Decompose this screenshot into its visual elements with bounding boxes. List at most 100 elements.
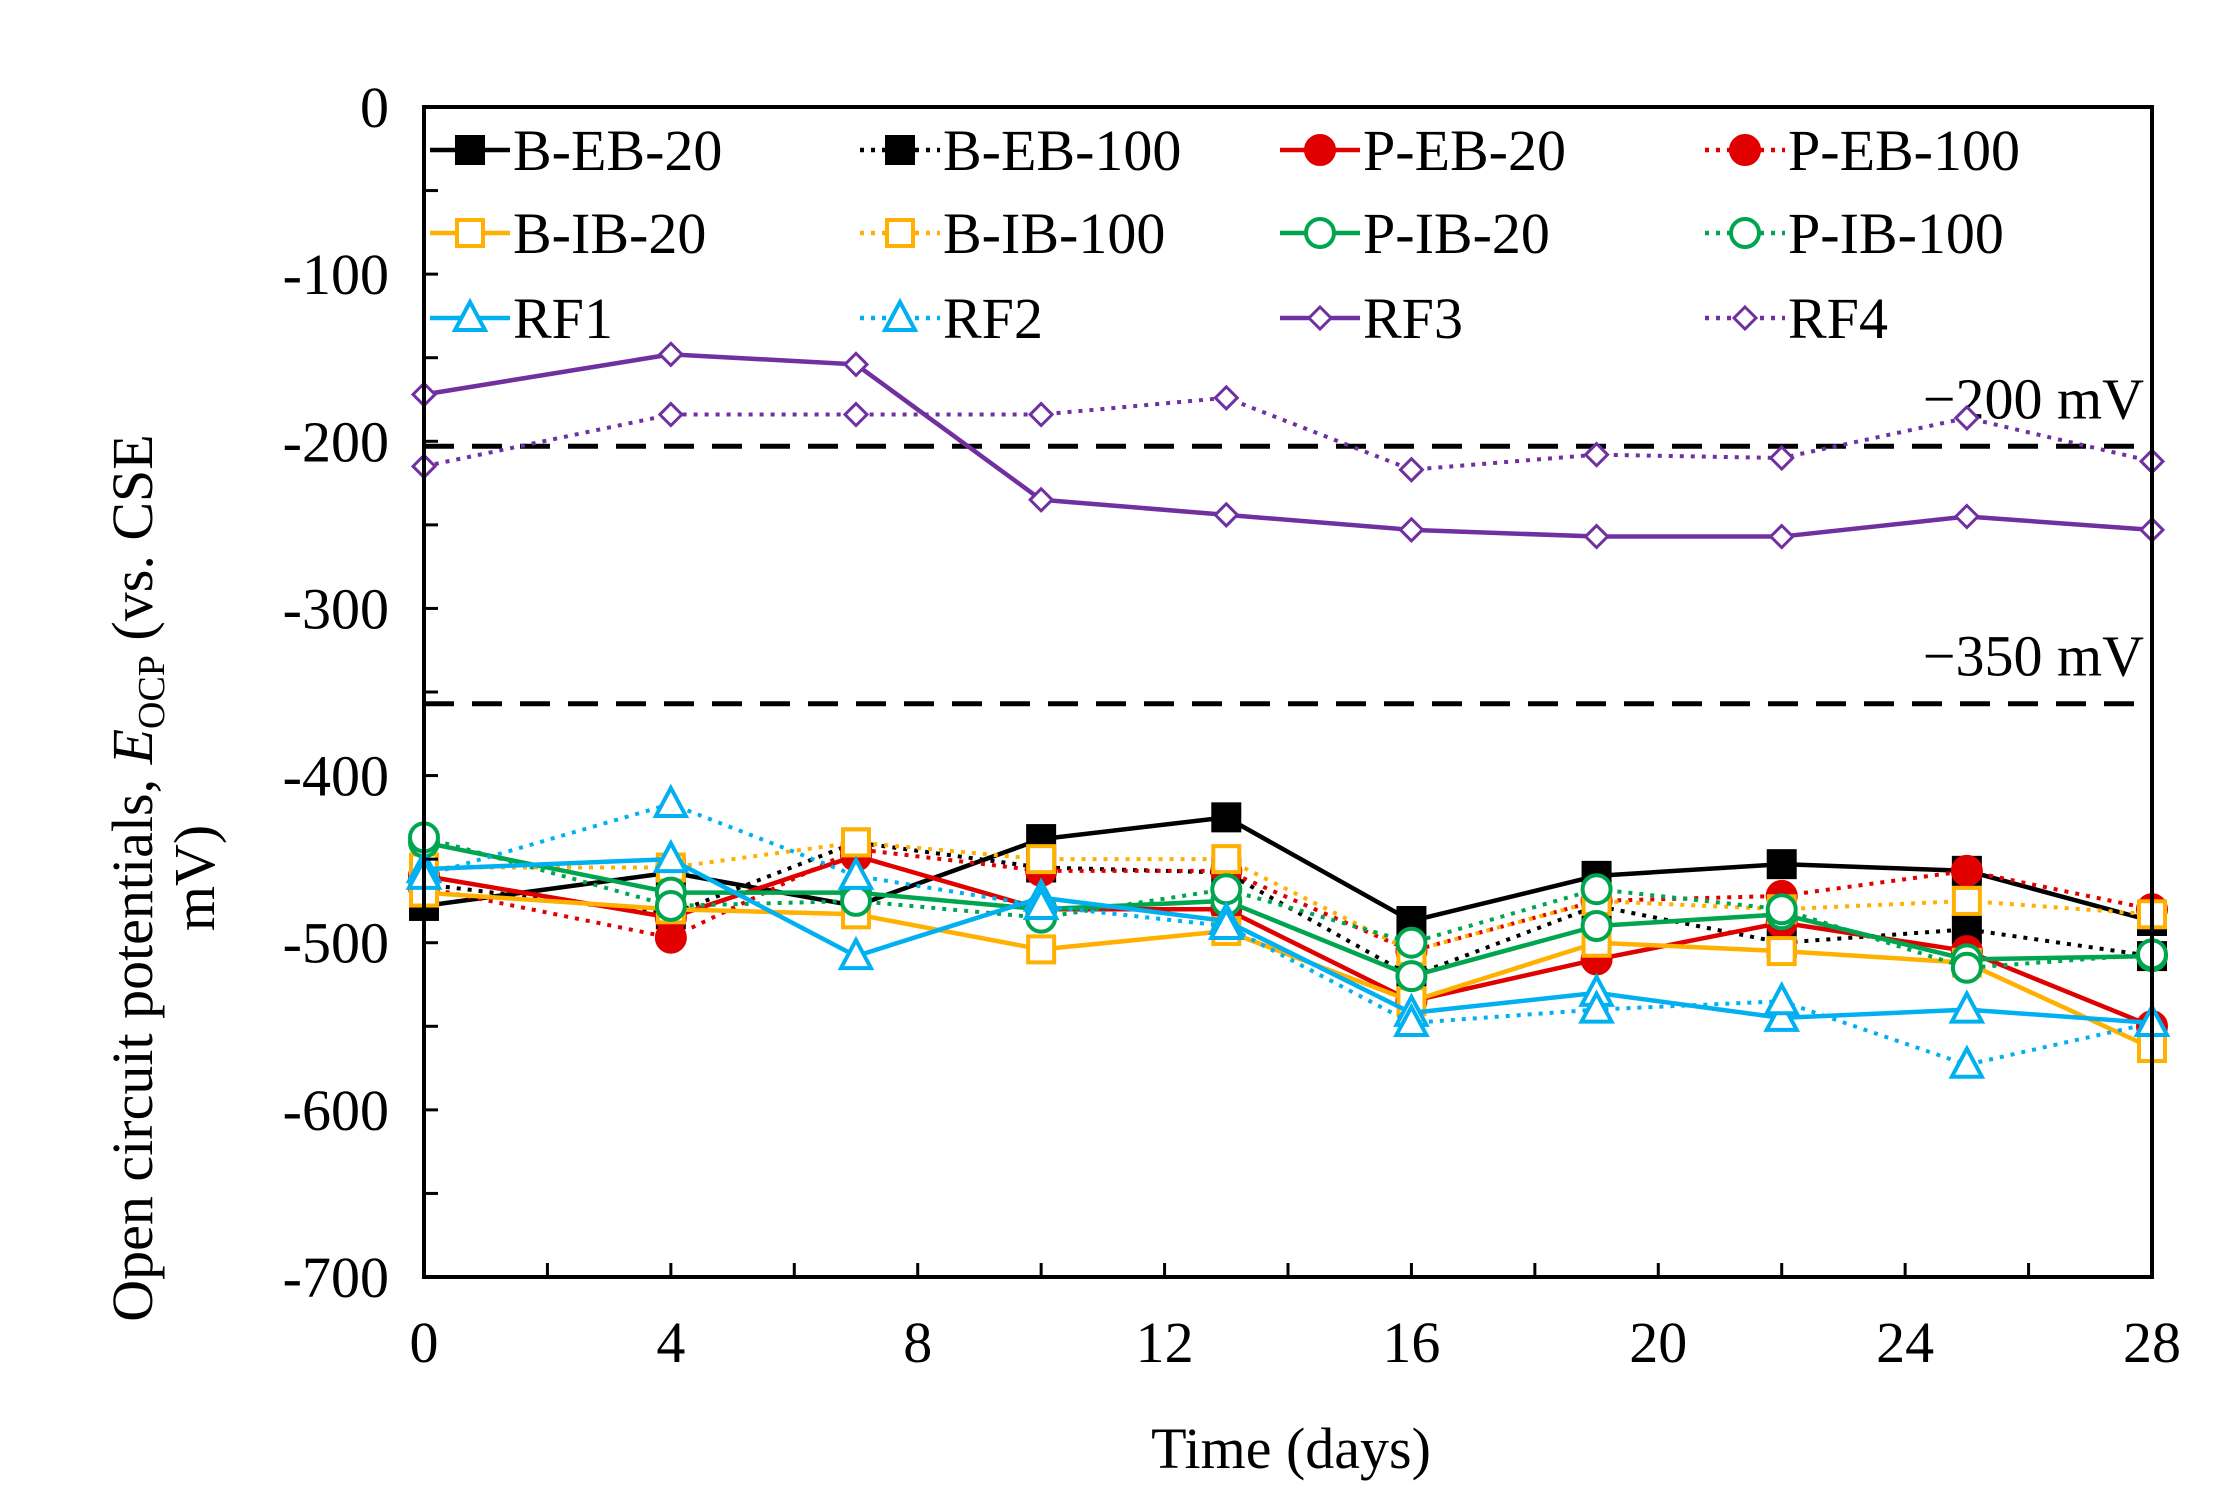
legend-label: B-IB-20 <box>513 201 706 266</box>
data-point <box>1580 873 1613 906</box>
data-point <box>1763 997 1801 1032</box>
legend-marker <box>1304 217 1336 249</box>
data-point <box>1763 980 1801 1016</box>
data-point <box>1207 905 1245 940</box>
legend: B-EB-20 B-EB-100 P-EB-20 P-EB-100 B-IB-20 B-I… <box>430 118 2020 351</box>
data-point <box>652 783 690 818</box>
y-tick-label: -300 <box>283 576 389 641</box>
x-tick-label: 16 <box>1382 1310 1440 1375</box>
x-tick-label: 12 <box>1136 1310 1194 1375</box>
data-point <box>1028 486 1055 513</box>
data-point <box>1213 384 1240 411</box>
data-point <box>1026 844 1057 875</box>
data-point <box>1953 404 1980 432</box>
data-point <box>1210 873 1243 906</box>
svg-text:Open circuit potentials, EOCP: Open circuit potentials, EOCP (vs. CSE <box>100 434 173 1321</box>
data-point <box>1583 523 1610 550</box>
data-point <box>1583 441 1610 468</box>
series-line <box>423 815 2153 924</box>
data-point <box>1022 885 1060 920</box>
data-point <box>1950 854 1983 887</box>
legend-item-b-ib-20: B-IB-20 <box>430 201 706 266</box>
series-rf3 <box>410 341 2166 550</box>
x-tick-label: 4 <box>656 1310 685 1375</box>
legend-item-rf3: RF3 <box>1280 286 1463 351</box>
data-point <box>1950 951 1983 984</box>
y-axis-label-suffix: (vs. CSE <box>100 434 165 655</box>
legend-item-rf2: RF2 <box>860 286 1043 351</box>
data-point <box>1398 456 1425 483</box>
data-point <box>657 401 684 428</box>
legend-item-p-ib-20: P-IB-20 <box>1280 201 1550 266</box>
data-point <box>1768 523 1795 550</box>
legend-marker <box>885 218 915 248</box>
data-point <box>1578 989 1615 1024</box>
series-line <box>423 840 2153 979</box>
x-tick-label: 28 <box>2123 1310 2181 1375</box>
data-point <box>1398 516 1425 543</box>
legend-marker <box>1731 304 1759 332</box>
data-point <box>1766 849 1797 880</box>
legend-item-b-ib-100: B-IB-100 <box>860 201 1165 266</box>
x-tick-label: 8 <box>903 1310 932 1375</box>
series-line <box>423 395 2153 472</box>
data-point <box>1395 926 1428 959</box>
data-point <box>1953 503 1980 530</box>
data-point <box>837 855 875 890</box>
legend-label: RF2 <box>943 286 1043 351</box>
legend-item-b-eb-20: B-EB-20 <box>430 118 722 183</box>
series-rf2 <box>405 783 2171 1079</box>
plot-frame <box>422 105 2154 1279</box>
y-axis-label-subscript: OCP <box>131 655 173 729</box>
legend-item-p-ib-100: P-IB-100 <box>1705 201 2004 266</box>
legend-item-p-eb-100: P-EB-100 <box>1705 118 2020 183</box>
y-tick-label: -700 <box>283 1245 389 1310</box>
data-point <box>1580 910 1613 942</box>
legend-marker <box>455 218 485 248</box>
data-point <box>1026 934 1057 965</box>
data-point <box>837 935 875 971</box>
y-tick-label: -400 <box>283 744 389 809</box>
y-tick-label: -600 <box>283 1078 389 1143</box>
reference-line-label: −350 mV <box>1923 624 2144 689</box>
reference-lines: −200 mV −350 mV <box>424 366 2152 707</box>
data-point <box>1211 802 1242 833</box>
data-point <box>1028 401 1055 428</box>
data-point <box>1765 893 1798 926</box>
series-rf4 <box>410 384 2166 483</box>
legend-label: P-EB-100 <box>1788 118 2020 183</box>
series-lines <box>405 341 2171 1079</box>
axes: 0 4 8 12 16 20 24 28 0 -100 -200 -300 -400 -500 -600 -7… <box>283 75 2181 1375</box>
data-point <box>1948 989 1986 1024</box>
data-point <box>1211 844 1242 875</box>
legend-marker <box>885 135 915 165</box>
legend-marker <box>451 297 489 332</box>
legend-label: RF3 <box>1363 286 1463 351</box>
legend-label: B-IB-100 <box>943 201 1165 266</box>
series-line <box>423 856 2153 1026</box>
data-point <box>842 351 870 378</box>
legend-marker <box>455 135 485 165</box>
y-axis-label-line2: mV) <box>162 825 227 931</box>
legend-item-rf4: RF4 <box>1705 286 1888 351</box>
legend-label: P-IB-20 <box>1363 201 1550 266</box>
x-tick-label: 0 <box>410 1310 439 1375</box>
legend-marker <box>1729 134 1761 166</box>
legend-label: P-IB-100 <box>1788 201 2004 266</box>
legend-item-b-eb-100: B-EB-100 <box>860 118 1181 183</box>
legend-marker <box>1304 134 1336 166</box>
legend-marker <box>1729 217 1761 249</box>
legend-label: B-EB-20 <box>513 118 722 183</box>
legend-label: B-EB-100 <box>943 118 1181 183</box>
data-point <box>840 884 872 917</box>
y-axis-label: Open circuit potentials, EOCP (vs. CSE m… <box>100 434 227 1321</box>
legend-label: RF1 <box>513 286 613 351</box>
y-tick-label: -100 <box>283 242 389 307</box>
data-point <box>1948 1044 1986 1079</box>
y-axis-label-main: Open circuit potentials, <box>100 764 165 1321</box>
y-axis-label-symbol: E <box>100 729 165 765</box>
data-point <box>1393 1002 1430 1037</box>
series-line <box>423 840 2153 979</box>
